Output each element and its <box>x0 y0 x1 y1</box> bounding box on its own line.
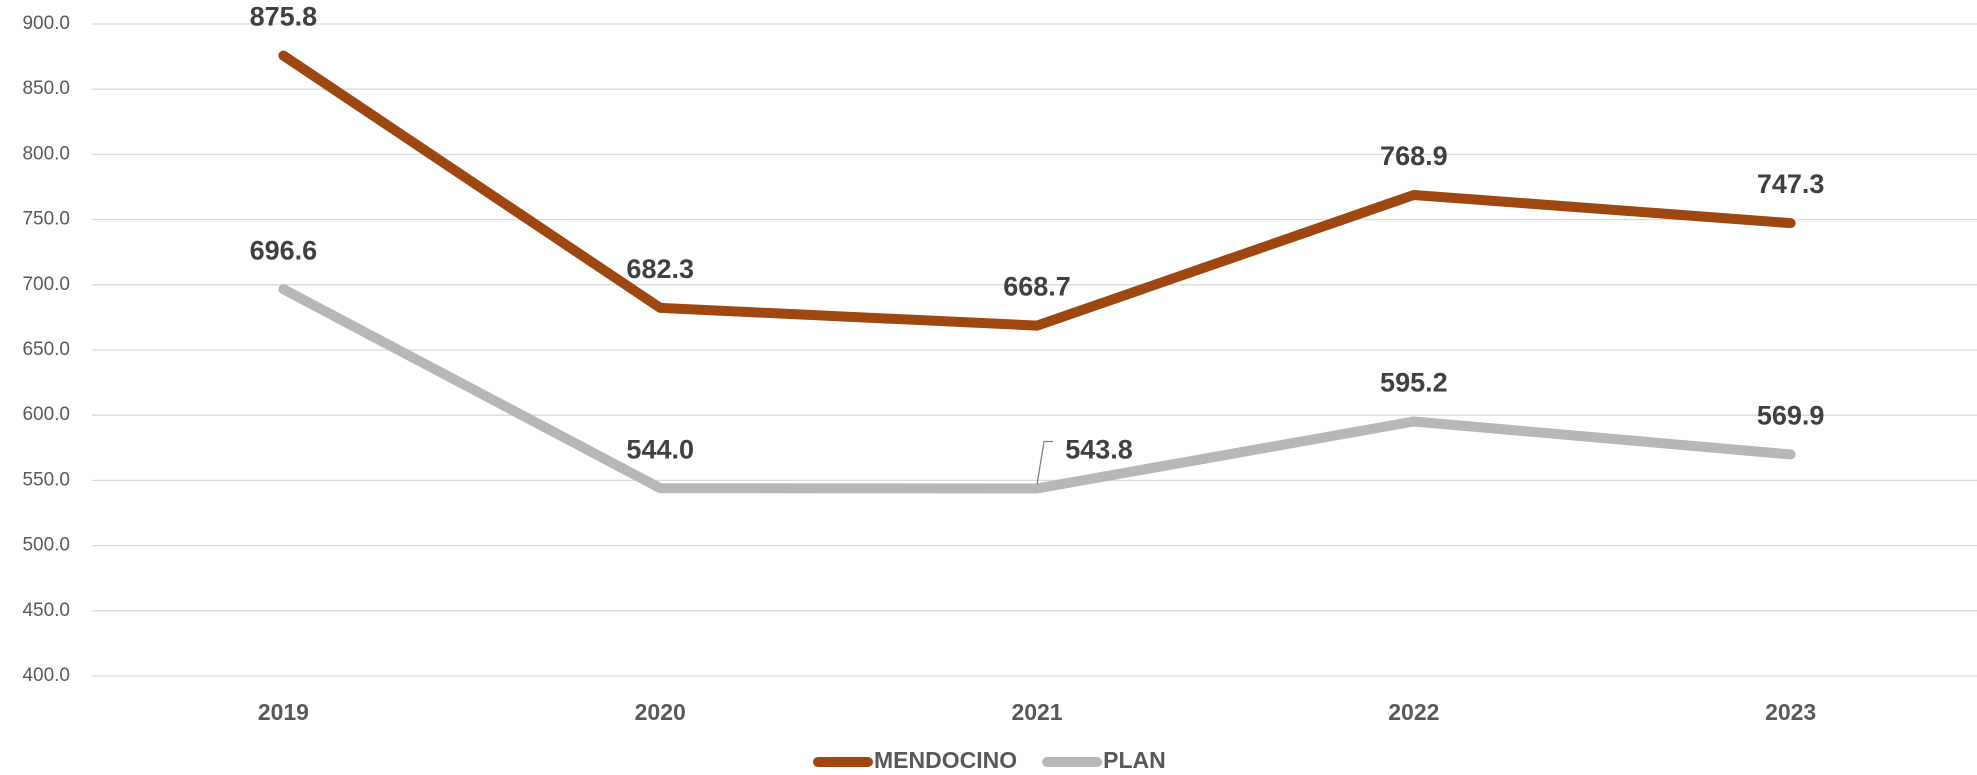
data-label: 682.3 <box>626 254 694 284</box>
y-tick-label: 800.0 <box>22 143 70 164</box>
x-tick-label: 2019 <box>258 699 309 725</box>
leader-line <box>1036 440 1054 485</box>
data-label: 696.6 <box>250 235 318 265</box>
legend-label: MENDOCINO <box>874 747 1017 773</box>
y-tick-label: 600.0 <box>22 404 70 425</box>
y-tick-label: 550.0 <box>22 469 70 490</box>
y-tick-label: 850.0 <box>22 78 70 99</box>
data-label: 569.9 <box>1757 401 1825 431</box>
y-tick-label: 500.0 <box>22 535 70 556</box>
y-tick-label: 650.0 <box>22 339 70 360</box>
data-label: 747.3 <box>1757 169 1825 199</box>
data-label: 875.8 <box>250 2 318 32</box>
y-tick-label: 450.0 <box>22 600 70 621</box>
y-tick-label: 900.0 <box>22 13 70 34</box>
y-tick-label: 700.0 <box>22 274 70 295</box>
x-tick-label: 2022 <box>1388 699 1439 725</box>
data-label: 544.0 <box>626 434 694 464</box>
x-tick-label: 2023 <box>1765 699 1816 725</box>
y-tick-label: 400.0 <box>22 665 70 686</box>
data-label: 668.7 <box>1003 272 1071 302</box>
series-line <box>278 50 1796 331</box>
series-line <box>278 284 1796 494</box>
data-label: 595.2 <box>1380 368 1448 398</box>
x-tick-label: 2020 <box>635 699 686 725</box>
x-tick-label: 2021 <box>1011 699 1062 725</box>
y-tick-label: 750.0 <box>22 209 70 230</box>
data-label: 768.9 <box>1380 141 1448 171</box>
legend-label: PLAN <box>1103 747 1166 773</box>
data-label: 543.8 <box>1065 435 1133 465</box>
